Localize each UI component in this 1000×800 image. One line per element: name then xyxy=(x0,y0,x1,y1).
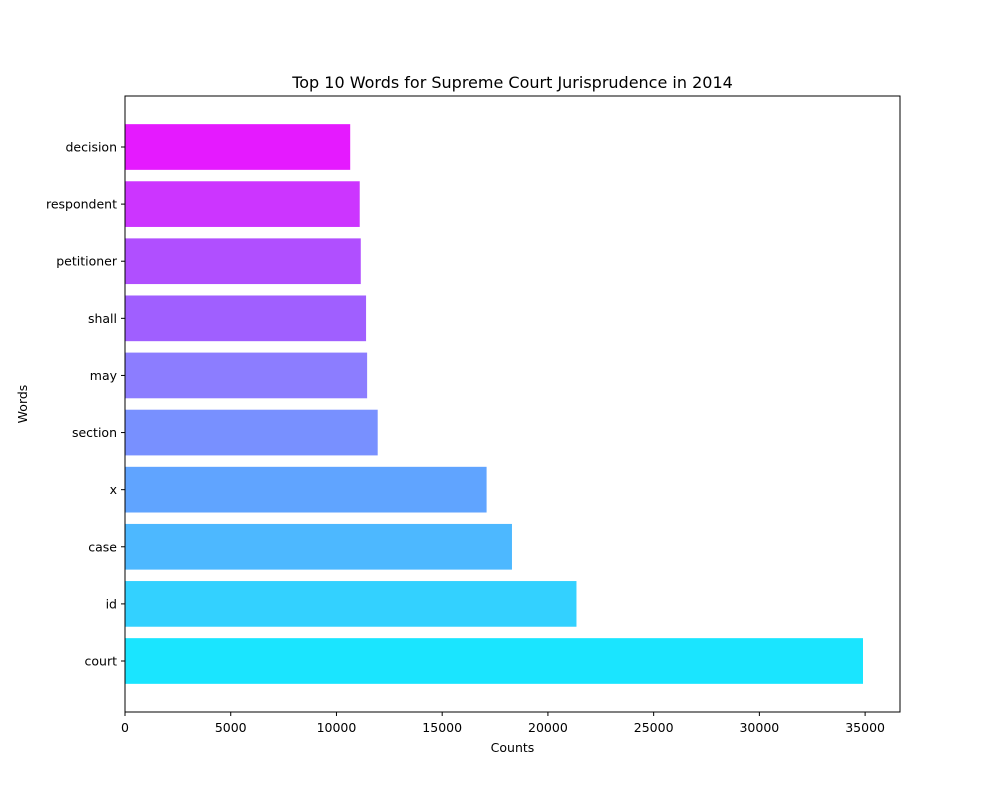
x-tick-label: 5000 xyxy=(215,720,247,735)
y-tick-label: x xyxy=(110,482,117,497)
bar-case xyxy=(125,523,512,570)
y-tick-label: court xyxy=(85,654,118,669)
y-axis-label: Words xyxy=(15,385,30,424)
y-tick-label: decision xyxy=(65,140,117,155)
chart-title: Top 10 Words for Supreme Court Jurisprud… xyxy=(291,73,733,92)
bar-shall xyxy=(125,295,367,342)
y-tick-label: shall xyxy=(88,311,117,326)
x-tick-label: 10000 xyxy=(317,720,357,735)
bar-section xyxy=(125,409,378,456)
x-tick-label: 35000 xyxy=(845,720,885,735)
x-tick-label: 25000 xyxy=(634,720,674,735)
bar-petitioner xyxy=(125,238,361,285)
y-axis-ticks: court id case x section may shall petitioner res… xyxy=(46,140,125,669)
bar-id xyxy=(125,581,577,627)
y-tick-label: section xyxy=(72,425,117,440)
x-axis-label: Counts xyxy=(491,740,535,755)
x-tick-label: 30000 xyxy=(739,720,779,735)
bar-respondent xyxy=(125,181,360,227)
y-tick-label: case xyxy=(88,539,117,554)
bar-x xyxy=(125,466,487,513)
y-tick-label: may xyxy=(90,368,118,383)
y-tick-label: id xyxy=(106,596,117,611)
x-tick-label: 0 xyxy=(121,720,129,735)
bar-decision xyxy=(125,124,351,170)
x-tick-label: 15000 xyxy=(422,720,462,735)
bar-may xyxy=(125,352,368,399)
y-tick-label: respondent xyxy=(46,197,117,212)
y-tick-label: petitioner xyxy=(56,254,118,269)
x-axis-ticks: 0 5000 10000 15000 20000 25000 30000 35000 xyxy=(121,712,885,735)
plot-frame xyxy=(124,95,901,713)
x-tick-label: 20000 xyxy=(528,720,568,735)
bars-group xyxy=(125,124,863,684)
bar-court xyxy=(125,638,863,684)
